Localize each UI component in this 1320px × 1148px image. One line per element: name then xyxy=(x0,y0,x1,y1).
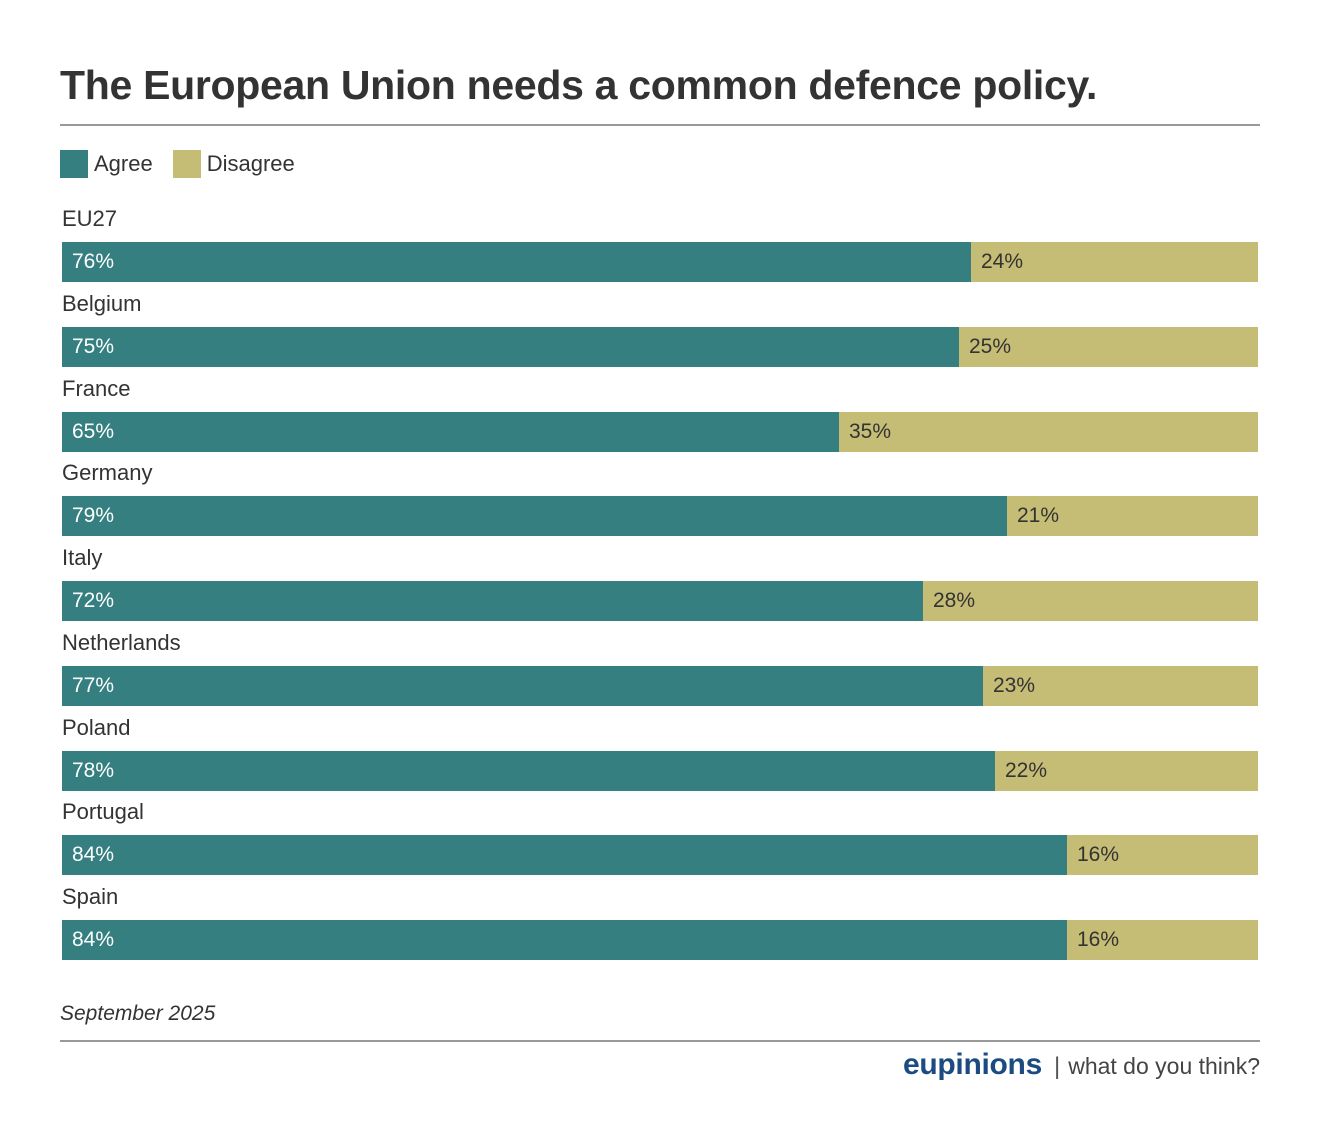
legend-label-disagree: Disagree xyxy=(206,151,295,176)
bar-agree-germany: 79% xyxy=(62,496,1007,536)
bar-disagree-italy: 28% xyxy=(923,581,1258,621)
data-label-agree-italy: 72% xyxy=(72,589,115,612)
data-label-disagree-poland: 22% xyxy=(1005,759,1048,782)
bar-agree-poland: 78% xyxy=(62,751,995,791)
category-label-poland: Poland xyxy=(62,715,131,740)
brand-logo: eupinions xyxy=(903,1048,1042,1081)
data-label-agree-eu27: 76% xyxy=(72,250,115,273)
data-label-disagree-italy: 28% xyxy=(933,589,976,612)
bar-agree-netherlands: 77% xyxy=(62,666,983,706)
bar-disagree-portugal: 16% xyxy=(1067,835,1258,875)
data-label-disagree-spain: 16% xyxy=(1077,928,1120,951)
survey-date: September 2025 xyxy=(60,1002,216,1025)
bar-disagree-germany: 21% xyxy=(1007,496,1258,536)
data-label-agree-netherlands: 77% xyxy=(72,674,115,697)
category-label-spain: Spain xyxy=(62,884,119,909)
bar-agree-belgium: 75% xyxy=(62,327,959,367)
bar-disagree-netherlands: 23% xyxy=(983,666,1258,706)
legend-item-disagree: Disagree xyxy=(172,150,295,178)
bar-disagree-eu27: 24% xyxy=(971,242,1258,282)
category-label-italy: Italy xyxy=(62,545,103,570)
bar-disagree-france: 35% xyxy=(839,412,1258,452)
data-label-disagree-germany: 21% xyxy=(1017,504,1060,527)
data-label-agree-poland: 78% xyxy=(72,759,115,782)
bar-agree-spain: 84% xyxy=(62,920,1067,960)
data-label-agree-belgium: 75% xyxy=(72,335,115,358)
data-label-disagree-portugal: 16% xyxy=(1077,843,1120,866)
legend-item-agree: Agree xyxy=(60,150,153,178)
data-label-disagree-netherlands: 23% xyxy=(993,674,1036,697)
category-label-portugal: Portugal xyxy=(62,799,144,824)
category-label-belgium: Belgium xyxy=(62,291,142,316)
bar-agree-italy: 72% xyxy=(62,581,923,621)
bar-agree-portugal: 84% xyxy=(62,835,1067,875)
legend-swatch-disagree xyxy=(172,150,201,178)
legend-label-agree: Agree xyxy=(94,151,153,176)
legend-swatch-agree xyxy=(60,150,88,178)
footer-divider xyxy=(60,1040,1260,1042)
category-label-france: France xyxy=(62,376,131,401)
footer-separator: | xyxy=(1053,1053,1061,1080)
category-label-germany: Germany xyxy=(62,460,153,485)
chart-title: The European Union needs a common defenc… xyxy=(60,62,1098,108)
category-label-eu27: EU27 xyxy=(62,206,118,231)
data-label-agree-spain: 84% xyxy=(72,928,115,951)
bar-agree-france: 65% xyxy=(62,412,839,452)
bar-disagree-spain: 16% xyxy=(1067,920,1258,960)
bar-disagree-belgium: 25% xyxy=(959,327,1258,367)
data-label-agree-france: 65% xyxy=(72,420,115,443)
category-label-netherlands: Netherlands xyxy=(62,630,181,655)
legend: Agree Disagree xyxy=(60,150,315,178)
data-label-disagree-eu27: 24% xyxy=(981,250,1024,273)
data-label-disagree-belgium: 25% xyxy=(969,335,1012,358)
bar-disagree-poland: 22% xyxy=(995,751,1258,791)
bar-agree-eu27: 76% xyxy=(62,242,971,282)
data-label-agree-portugal: 84% xyxy=(72,843,115,866)
footer-tagline: what do you think? xyxy=(1068,1053,1260,1079)
data-label-agree-germany: 79% xyxy=(72,504,115,527)
data-label-disagree-france: 35% xyxy=(849,420,892,443)
footer-branding: eupinions | what do you think? xyxy=(903,1048,1260,1082)
title-divider xyxy=(60,124,1260,126)
